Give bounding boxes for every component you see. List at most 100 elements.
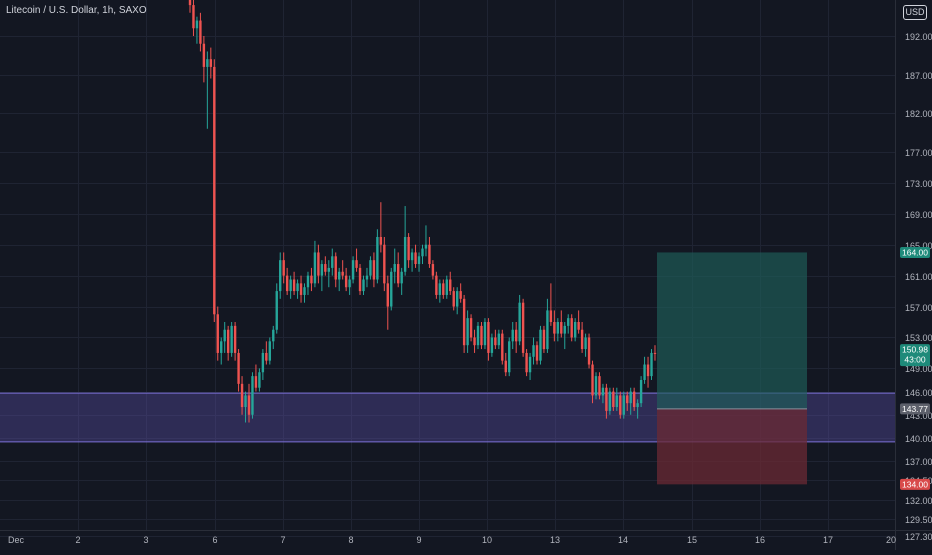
- candle-body: [386, 283, 389, 307]
- candle-body: [383, 244, 386, 284]
- candle: [327, 260, 330, 288]
- candle-body: [521, 302, 525, 353]
- candle: [521, 298, 525, 357]
- candle-body: [338, 271, 341, 280]
- candle-body: [192, 5, 195, 29]
- candle-body: [643, 364, 646, 380]
- position-target-area[interactable]: [657, 252, 807, 409]
- candle-body: [608, 391, 612, 411]
- currency-badge[interactable]: USD: [903, 5, 927, 20]
- stop-price-label: 134.00: [902, 479, 928, 489]
- candle-body: [403, 236, 407, 272]
- candle-body: [372, 260, 376, 280]
- candle-body: [365, 275, 369, 280]
- candle: [292, 271, 296, 295]
- candle: [428, 236, 431, 268]
- candle: [400, 267, 403, 295]
- candle: [407, 233, 410, 268]
- target-price-label: 164.00: [902, 247, 928, 257]
- x-tick-label: 8: [348, 535, 353, 545]
- candle-body: [292, 279, 296, 292]
- candle: [351, 256, 355, 284]
- candle-body: [494, 337, 497, 346]
- candle-body: [452, 291, 455, 307]
- candle-body: [303, 287, 306, 295]
- candle: [490, 333, 494, 357]
- candle: [317, 244, 320, 284]
- y-tick-label: 157.00: [905, 303, 932, 313]
- candle: [376, 229, 379, 284]
- candle-body: [594, 376, 598, 396]
- candle: [462, 294, 466, 353]
- candle-body: [223, 329, 226, 342]
- candle-body: [195, 20, 199, 29]
- candle: [497, 329, 501, 350]
- candle: [254, 364, 258, 392]
- candle-body: [376, 236, 379, 280]
- candle: [539, 325, 542, 365]
- candle: [473, 329, 476, 353]
- candle-body: [653, 352, 657, 354]
- candle: [442, 279, 445, 299]
- candle-body: [397, 264, 400, 284]
- candle-body: [428, 244, 431, 265]
- candle-body: [567, 318, 570, 326]
- candle-body: [317, 252, 320, 276]
- candle: [615, 387, 619, 411]
- candle-body: [285, 275, 289, 292]
- candle: [383, 236, 386, 292]
- y-tick-label: 182.00: [905, 109, 932, 119]
- candle: [601, 383, 605, 404]
- candle: [213, 59, 216, 323]
- candle: [272, 325, 275, 350]
- candle-body: [539, 329, 542, 361]
- candle: [612, 387, 615, 411]
- candle-body: [306, 275, 310, 288]
- candle: [511, 322, 514, 350]
- x-tick-label: Dec: [8, 535, 25, 545]
- candle: [282, 252, 285, 284]
- candle: [553, 310, 556, 342]
- candle-body: [501, 333, 504, 361]
- candle: [594, 372, 598, 400]
- candle: [494, 329, 497, 350]
- position-layer[interactable]: [657, 252, 807, 485]
- candle-body: [646, 364, 650, 377]
- candle: [605, 383, 608, 419]
- candle: [299, 275, 303, 303]
- candle: [247, 383, 251, 423]
- y-tick-label: 187.00: [905, 71, 932, 81]
- candle-body: [261, 352, 265, 373]
- candle-body: [417, 256, 421, 265]
- time-axis[interactable]: Dec 2 3 6 7 8 9 10 13 14 15 16 17 20: [8, 535, 896, 545]
- candle: [390, 267, 393, 311]
- position-stop-area[interactable]: [657, 408, 807, 485]
- candle: [310, 267, 313, 292]
- current-price-label: 150.98: [902, 345, 928, 355]
- x-tick-label: 20: [886, 535, 896, 545]
- candle-body: [504, 360, 507, 373]
- current-price-label-bg: [900, 344, 930, 367]
- y-tick-label: 153.00: [905, 333, 932, 343]
- candle: [251, 372, 254, 419]
- candle-body: [511, 329, 514, 342]
- candle-body: [289, 279, 292, 292]
- candle-body: [626, 395, 629, 404]
- candle-body: [272, 329, 275, 342]
- candle-body: [213, 66, 216, 315]
- candle: [518, 294, 521, 346]
- candle-body: [188, 0, 192, 6]
- candle: [514, 322, 518, 353]
- price-axis[interactable]: 192.00 187.00 182.00 177.00 173.00 169.00 165.…: [905, 32, 932, 542]
- candle-body: [400, 271, 403, 284]
- y-tick-label: 149.00: [905, 364, 932, 374]
- candle: [188, 0, 192, 13]
- candle: [535, 341, 539, 365]
- candle: [431, 260, 435, 280]
- candle-body: [546, 310, 549, 350]
- candle: [220, 337, 223, 365]
- candle: [587, 333, 591, 369]
- candle-body: [299, 283, 303, 295]
